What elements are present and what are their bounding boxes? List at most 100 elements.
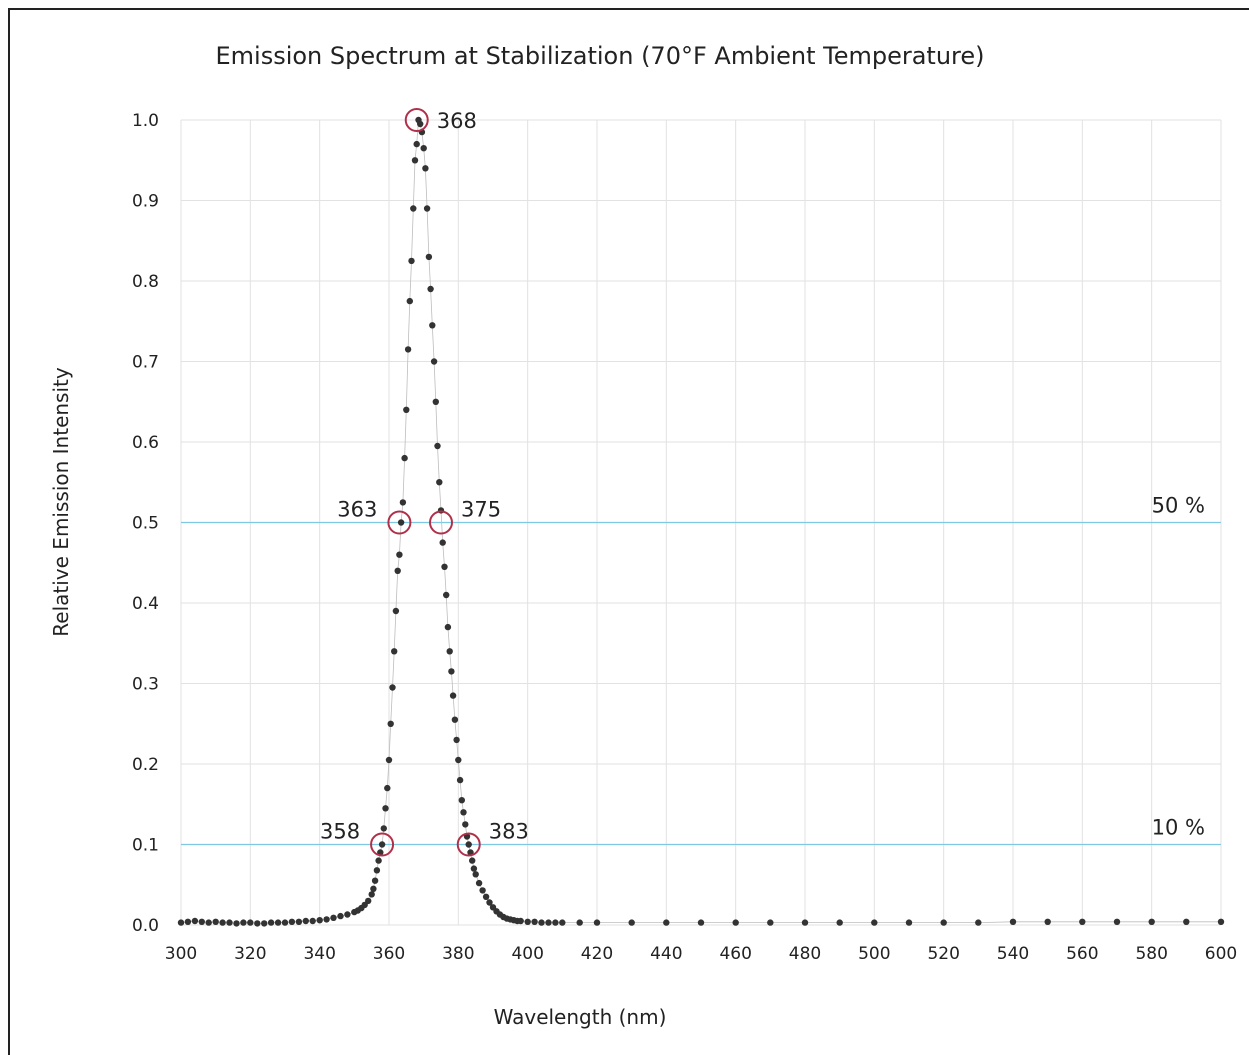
data-point — [425, 253, 433, 261]
data-point — [451, 716, 459, 723]
data-point — [767, 919, 774, 926]
data-point — [475, 879, 483, 887]
data-point — [198, 918, 205, 925]
y-tick-label: 0.5 — [132, 514, 159, 534]
data-point — [429, 322, 436, 329]
data-point — [434, 442, 441, 450]
annotations: 368 363 375 358 383 — [320, 108, 529, 857]
data-point — [576, 919, 583, 926]
y-tick-label: 0.3 — [132, 675, 159, 695]
data-point — [371, 877, 379, 884]
data-point — [191, 917, 199, 925]
data-point — [309, 917, 316, 925]
x-tick-label: 400 — [511, 944, 543, 964]
data-point — [460, 809, 467, 816]
data-point — [240, 919, 247, 926]
data-point — [545, 919, 552, 926]
data-point — [378, 841, 386, 848]
data-point — [449, 692, 457, 699]
y-tick-label: 0.9 — [132, 192, 159, 212]
data-point — [430, 358, 438, 365]
data-point — [432, 398, 439, 405]
data-point — [458, 797, 465, 804]
annotation-marker — [429, 510, 453, 535]
data-point — [444, 623, 452, 631]
data-point — [1044, 918, 1051, 925]
annotation-label: 383 — [489, 820, 529, 844]
data-point — [517, 917, 524, 925]
data-point — [422, 165, 429, 172]
annotation-label: 375 — [461, 498, 501, 522]
data-point — [375, 857, 382, 864]
data-point — [482, 893, 490, 900]
x-tick-label: 480 — [789, 944, 821, 964]
data-point — [274, 919, 282, 926]
x-tick-label: 300 — [165, 944, 197, 964]
data-point — [1183, 918, 1190, 925]
data-point — [337, 912, 344, 920]
data-point — [389, 684, 396, 691]
x-tick-label: 500 — [858, 944, 890, 964]
chart-frame — [8, 8, 1249, 1055]
data-point — [472, 871, 479, 878]
data-point — [439, 539, 446, 546]
data-point — [423, 205, 431, 212]
data-point — [1113, 918, 1121, 925]
annotation-label: 368 — [437, 109, 477, 133]
data-point — [411, 157, 419, 164]
data-point — [538, 919, 545, 926]
y-tick-label: 1.0 — [132, 111, 159, 131]
y-tick-label: 0.1 — [132, 836, 159, 856]
series-connector — [180, 119, 1221, 924]
data-point — [396, 551, 403, 558]
y-tick-label: 0.0 — [132, 916, 159, 936]
data-point — [1079, 918, 1086, 925]
reference-lines: 50 % 10 % — [181, 494, 1221, 846]
data-point — [410, 205, 417, 212]
data-point — [406, 297, 413, 305]
x-tick-label: 340 — [303, 944, 335, 964]
data-point — [417, 120, 424, 128]
data-point — [344, 911, 351, 918]
reference-line-label: 10 % — [1152, 816, 1205, 840]
x-tick-label: 380 — [442, 944, 474, 964]
x-tick-label: 320 — [234, 944, 266, 964]
data-point — [226, 919, 233, 926]
series-line — [180, 119, 1221, 924]
data-point — [420, 145, 427, 152]
data-point — [233, 920, 240, 927]
data-point — [403, 406, 410, 413]
data-point — [385, 756, 393, 764]
data-point — [316, 917, 323, 924]
data-point — [663, 919, 670, 926]
data-point — [443, 591, 450, 599]
annotation-label: 363 — [337, 498, 377, 522]
x-tick-label: 520 — [927, 944, 959, 964]
x-tick-label: 420 — [581, 944, 613, 964]
x-tick-label: 600 — [1205, 944, 1237, 964]
data-point — [212, 918, 219, 925]
y-tick-label: 0.8 — [132, 272, 159, 292]
data-point — [628, 919, 635, 926]
y-tick-label: 0.6 — [132, 433, 159, 453]
data-point — [801, 919, 809, 926]
data-point — [267, 919, 275, 926]
data-point — [391, 648, 398, 655]
data-point — [323, 916, 330, 923]
data-point — [302, 917, 309, 925]
data-point — [261, 920, 268, 927]
data-point — [384, 784, 391, 792]
annotation-marker — [370, 832, 395, 857]
data-point — [373, 867, 381, 874]
data-point — [455, 756, 462, 764]
data-point — [905, 919, 913, 926]
annotation-marker — [404, 108, 429, 132]
data-point — [453, 736, 460, 744]
data-point — [404, 346, 412, 353]
y-tick-label: 0.4 — [132, 594, 159, 614]
data-point — [836, 919, 843, 926]
data-point — [470, 865, 478, 872]
data-point — [380, 825, 387, 832]
data-point — [732, 919, 739, 926]
data-point — [413, 140, 420, 148]
